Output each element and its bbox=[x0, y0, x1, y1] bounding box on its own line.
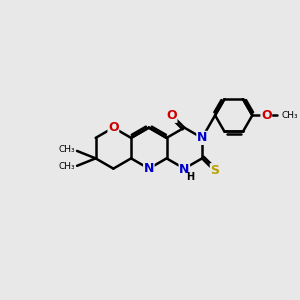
Text: N: N bbox=[179, 163, 190, 176]
Text: N: N bbox=[144, 162, 154, 175]
Text: S: S bbox=[210, 164, 219, 177]
Text: CH₃: CH₃ bbox=[58, 162, 75, 171]
Text: O: O bbox=[261, 109, 272, 122]
Text: H: H bbox=[186, 172, 194, 182]
Text: O: O bbox=[108, 121, 119, 134]
Text: N: N bbox=[197, 131, 207, 144]
Text: O: O bbox=[166, 109, 177, 122]
Text: CH₃: CH₃ bbox=[58, 146, 75, 154]
Text: CH₃: CH₃ bbox=[281, 111, 298, 120]
